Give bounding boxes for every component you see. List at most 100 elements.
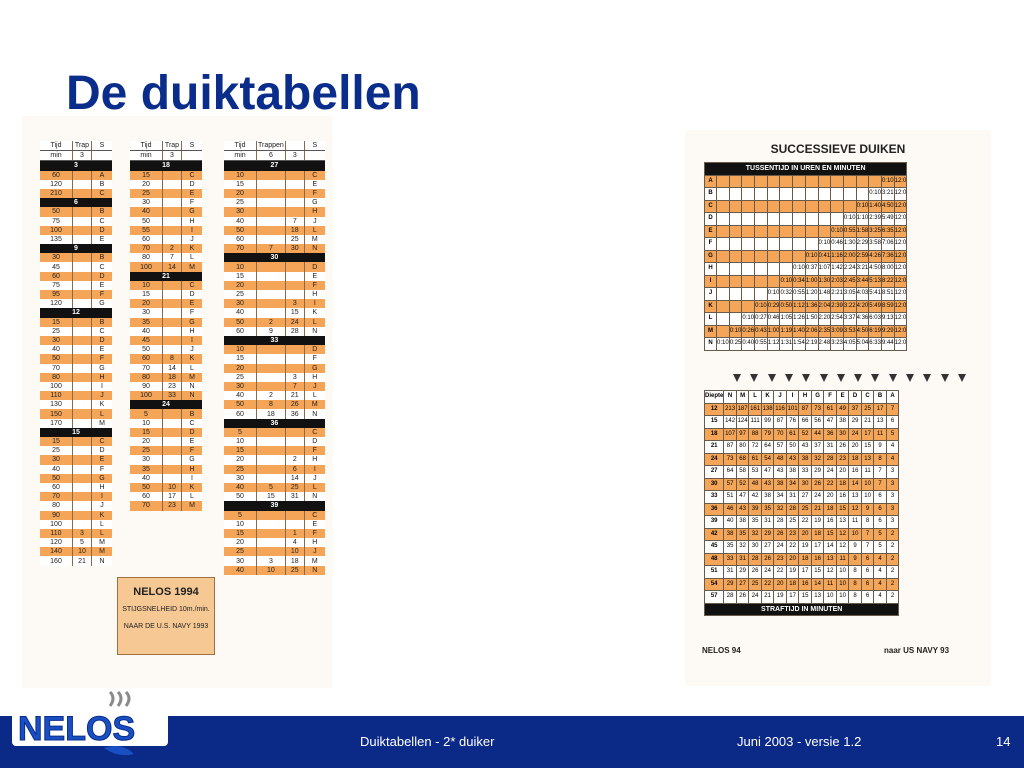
table-cell: H [304, 372, 325, 382]
table-cell: 30 [224, 207, 257, 217]
table-cell: D [181, 427, 202, 437]
table-cell: 8 [848, 577, 862, 591]
table-cell: 0:29 [766, 299, 781, 313]
table-cell [741, 237, 756, 251]
table-row: 20 G [224, 363, 325, 373]
table-cell: L [304, 225, 325, 235]
table-cell [741, 274, 756, 288]
table-cell: 5:41 [868, 287, 882, 301]
table-cell [162, 418, 182, 428]
table-cell: Trap [162, 141, 182, 152]
table-cell: 2:45 [842, 274, 857, 288]
depth-header-row: 18 [130, 160, 202, 171]
table-cell [728, 187, 743, 201]
table-cell: F [304, 528, 325, 539]
table-cell: 60 [130, 354, 163, 364]
table-cell: 50 [130, 482, 163, 493]
table-cell: 4:05 [842, 337, 857, 351]
table-cell: 73 [810, 402, 825, 416]
table-cell: 12:0 [893, 199, 908, 213]
table-cell: 10 [835, 565, 850, 579]
table-cell [256, 225, 286, 235]
table-cell: 3:23 [830, 337, 844, 351]
column-header-row: Diepte N M L K J I H G F E D C B A [703, 390, 900, 404]
table-row: Tijd Trappen S [224, 141, 325, 152]
table-cell [817, 174, 832, 188]
table-row: 45 I [130, 335, 202, 346]
table-cell: 60 [224, 409, 257, 419]
table-cell: 2 [885, 540, 900, 554]
table-cell: 25 [224, 464, 257, 474]
table-cell: 15 [40, 317, 73, 327]
table-cell: J [773, 390, 787, 404]
table-row: F 0:10 0:46 1:30 2:29 3:58 7:06 12:0 [704, 237, 908, 251]
table-cell [728, 299, 743, 313]
table-cell: 187 [735, 402, 750, 416]
table-cell: 75 [40, 280, 73, 290]
table-cell [162, 427, 182, 437]
box-line-1: NELOS 1994 [133, 586, 199, 598]
table-cell: C [304, 510, 325, 520]
table-row: 40 I [130, 473, 202, 483]
table-cell [72, 280, 92, 290]
nelos-logo: NELOS [12, 690, 168, 756]
table-cell [72, 188, 92, 199]
table-cell: 9 [848, 552, 862, 566]
table-cell: 64 [723, 465, 737, 479]
slide-title: De duiktabellen [66, 67, 421, 120]
table-row: 50 G [40, 473, 112, 483]
table-cell [256, 363, 286, 373]
table-cell [285, 141, 305, 152]
table-cell: 43 [773, 465, 787, 479]
table-row: 80 7 L [130, 253, 202, 263]
table-cell: Diepte [703, 390, 725, 404]
table-cell [72, 216, 92, 226]
table-cell: 38 [785, 465, 800, 479]
table-cell: 3 [885, 465, 900, 479]
table-cell: 25 [224, 372, 257, 382]
table-cell: 21 [703, 440, 725, 454]
table-cell [72, 234, 92, 245]
table-row: 25 3 H [224, 372, 325, 382]
table-cell: 12:0 [893, 324, 908, 338]
table-cell: 11 [848, 515, 862, 529]
table-cell: 18 [285, 225, 305, 235]
table-cell [162, 179, 182, 189]
table-cell: 2:48 [817, 337, 832, 351]
table-cell: 57 [773, 440, 787, 454]
table-cell: 2 [885, 565, 900, 579]
table-cell: N [723, 390, 737, 404]
table-cell: 23 [162, 501, 182, 511]
box-line-3: NAAR DE U.S. NAVY 1993 [123, 623, 209, 630]
table-cell: 32 [748, 527, 762, 541]
table-cell: 60 [224, 234, 257, 245]
table-cell: 70 [130, 501, 163, 511]
table-cell: 50 [224, 225, 257, 235]
table-cell [285, 271, 305, 281]
table-row: 21 87 80 72 64 57 50 43 37 31 26 20 15 9 4 [703, 440, 900, 454]
table-cell: 3 [885, 515, 900, 529]
arrow-down-icon [906, 374, 914, 382]
table-cell: 36 [703, 502, 725, 516]
table-cell [162, 464, 182, 474]
table-cell: 50 [40, 354, 73, 364]
table-cell [72, 455, 92, 465]
group-label: B [704, 187, 717, 201]
table-cell: 50 [224, 317, 257, 327]
depth-label: 30 [224, 253, 325, 263]
table-cell: 25 [798, 502, 812, 516]
table-row: 100 L [40, 519, 112, 529]
table-cell [804, 224, 819, 238]
table-cell: F [304, 354, 325, 364]
table-row: 40 5 25 L [224, 482, 325, 493]
depth-label: 18 [130, 160, 202, 171]
table-cell: 33 [723, 552, 737, 566]
table-cell: 17 [162, 492, 182, 502]
table-row: 100 D [40, 225, 112, 235]
table-cell: 60 [224, 326, 257, 336]
table-cell: A [885, 390, 900, 404]
table-cell [830, 212, 844, 226]
table-cell: F [91, 290, 112, 300]
